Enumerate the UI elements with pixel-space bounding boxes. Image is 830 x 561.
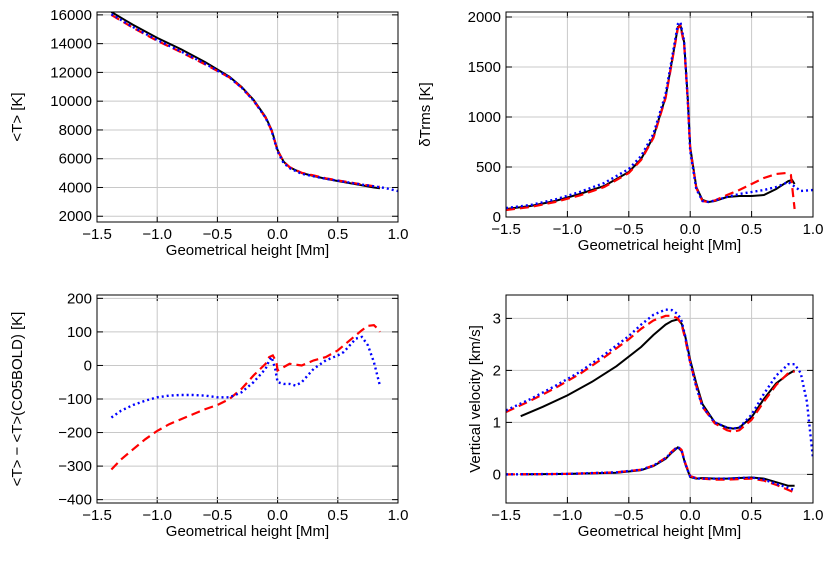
x-tick-label: −1.5 [82,226,112,243]
panel-mean-temperature: −1.5 −1.0 −0.5 0.0 0.5 1.0 2000 4000 6000 8000 100… [9,7,408,259]
series-line-black [506,23,796,210]
series-line-red [110,324,381,471]
x-axis-label: Geometrical height [Mm] [166,523,329,540]
x-tick-label: 1.0 [803,507,824,524]
x-tick-label: 0.0 [267,226,288,243]
y-tick-label: −400 [58,492,92,509]
y-tick-label: 1000 [468,109,501,126]
y-tick-label: 100 [67,324,92,341]
y-tick-label: 0 [493,209,501,226]
series-line-red [110,13,381,188]
x-tick-label: 1.0 [388,226,409,243]
plot-frame [505,294,814,504]
x-tick-label: −1.0 [553,221,583,238]
y-tick-label: 14000 [50,36,92,53]
y-tick-label: 12000 [50,64,92,81]
panel-temperature-difference: −1.5 −1.0 −0.5 0.0 0.5 1.0 −400 −300 −200 −100 0 10… [9,290,408,540]
y-tick-label: 200 [67,290,92,307]
panel-vertical-velocity: −1.5 −1.0 −0.5 0.0 0.5 1.0 0 1 2 3 Geometrical hei… [467,294,824,540]
x-tick-label: −0.5 [614,507,644,524]
y-axis-label: <T> − <T>(CO5BOLD) [K] [9,312,26,487]
y-axis-label: δTrms [K] [417,82,434,146]
x-tick-label: 0.5 [327,507,348,524]
x-tick-label: 0.5 [327,226,348,243]
x-tick-label: 0.5 [741,221,762,238]
y-tick-label: 1500 [468,59,501,76]
x-tick-label: −0.5 [203,507,233,524]
x-tick-label: −1.0 [142,226,172,243]
y-tick-label: 1 [493,414,501,431]
y-tick-label: −300 [58,458,92,475]
panel-temperature-rms: −1.5 −1.0 −0.5 0.0 0.5 1.0 0 500 1000 1500 2000 Geo… [417,9,823,254]
y-tick-label: 0 [493,466,501,483]
x-tick-label: −1.5 [82,507,112,524]
x-tick-label: 0.5 [741,507,762,524]
series-line-blue-upper [506,308,813,459]
plot-frame [505,11,814,218]
x-tick-label: −0.5 [614,221,644,238]
y-tick-label: 6000 [59,151,92,168]
x-axis-label: Geometrical height [Mm] [166,242,329,259]
plot-frame [96,294,399,504]
y-tick-label: 2000 [59,208,92,225]
x-axis-label: Geometrical height [Mm] [578,237,741,254]
y-tick-label: 10000 [50,93,92,110]
x-tick-label: −1.0 [142,507,172,524]
y-tick-label: −200 [58,425,92,442]
x-tick-label: 0.0 [267,507,288,524]
y-tick-label: 0 [84,357,92,374]
series-line-blue [110,13,398,193]
y-tick-label: −100 [58,391,92,408]
y-tick-label: 2000 [468,9,501,26]
y-tick-label: 16000 [50,7,92,24]
y-axis-label: Vertical velocity [km/s] [467,325,484,473]
y-tick-label: 2 [493,362,501,379]
series-line-red-upper [506,314,795,433]
x-tick-label: −0.5 [203,226,233,243]
series-line-blue-lower [506,445,795,492]
y-tick-label: 3 [493,310,501,327]
x-tick-label: 0.0 [680,221,701,238]
x-tick-label: −1.0 [553,507,583,524]
y-axis-label: <T> [K] [9,92,26,141]
x-axis-label: Geometrical height [Mm] [578,523,741,540]
x-tick-label: 1.0 [388,507,409,524]
x-tick-label: −1.5 [491,507,521,524]
x-tick-label: 1.0 [803,221,824,238]
plot-frame [96,11,399,223]
y-tick-label: 8000 [59,122,92,139]
y-tick-label: 500 [476,159,501,176]
x-tick-label: 0.0 [680,507,701,524]
series-line-black-lower [520,446,795,487]
x-tick-label: −1.5 [491,221,521,238]
y-tick-label: 4000 [59,179,92,196]
series-line-blue [506,19,813,210]
